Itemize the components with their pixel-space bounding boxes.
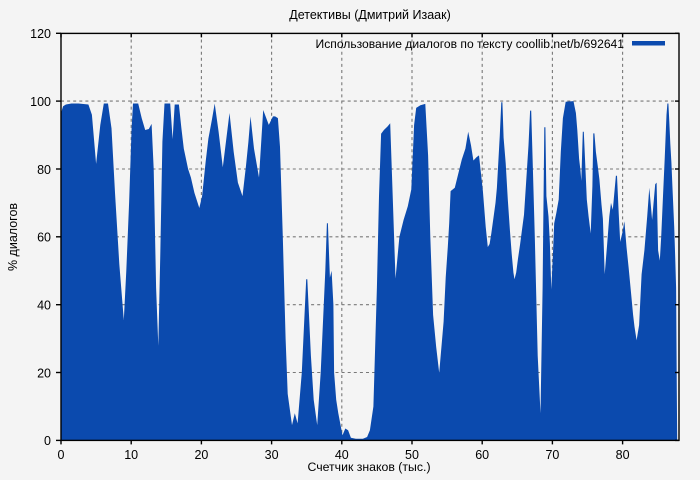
svg-text:Счетчик знаков (тыс.): Счетчик знаков (тыс.) bbox=[307, 460, 430, 474]
svg-text:0: 0 bbox=[44, 434, 51, 448]
svg-text:% диалогов: % диалогов bbox=[6, 203, 20, 271]
svg-text:10: 10 bbox=[124, 448, 138, 462]
svg-text:70: 70 bbox=[545, 448, 559, 462]
svg-text:60: 60 bbox=[37, 231, 51, 245]
svg-text:20: 20 bbox=[37, 366, 51, 380]
svg-text:40: 40 bbox=[335, 448, 349, 462]
svg-text:60: 60 bbox=[475, 448, 489, 462]
svg-text:50: 50 bbox=[405, 448, 419, 462]
svg-text:Использование диалогов по текс: Использование диалогов по тексту coollib… bbox=[316, 37, 625, 51]
svg-text:20: 20 bbox=[194, 448, 208, 462]
svg-text:Детективы (Дмитрий Изаак): Детективы (Дмитрий Изаак) bbox=[289, 8, 451, 22]
svg-text:30: 30 bbox=[265, 448, 279, 462]
svg-text:100: 100 bbox=[30, 95, 51, 109]
svg-text:120: 120 bbox=[30, 27, 51, 41]
svg-text:40: 40 bbox=[37, 299, 51, 313]
svg-text:0: 0 bbox=[58, 448, 65, 462]
svg-text:80: 80 bbox=[37, 163, 51, 177]
svg-text:80: 80 bbox=[616, 448, 630, 462]
